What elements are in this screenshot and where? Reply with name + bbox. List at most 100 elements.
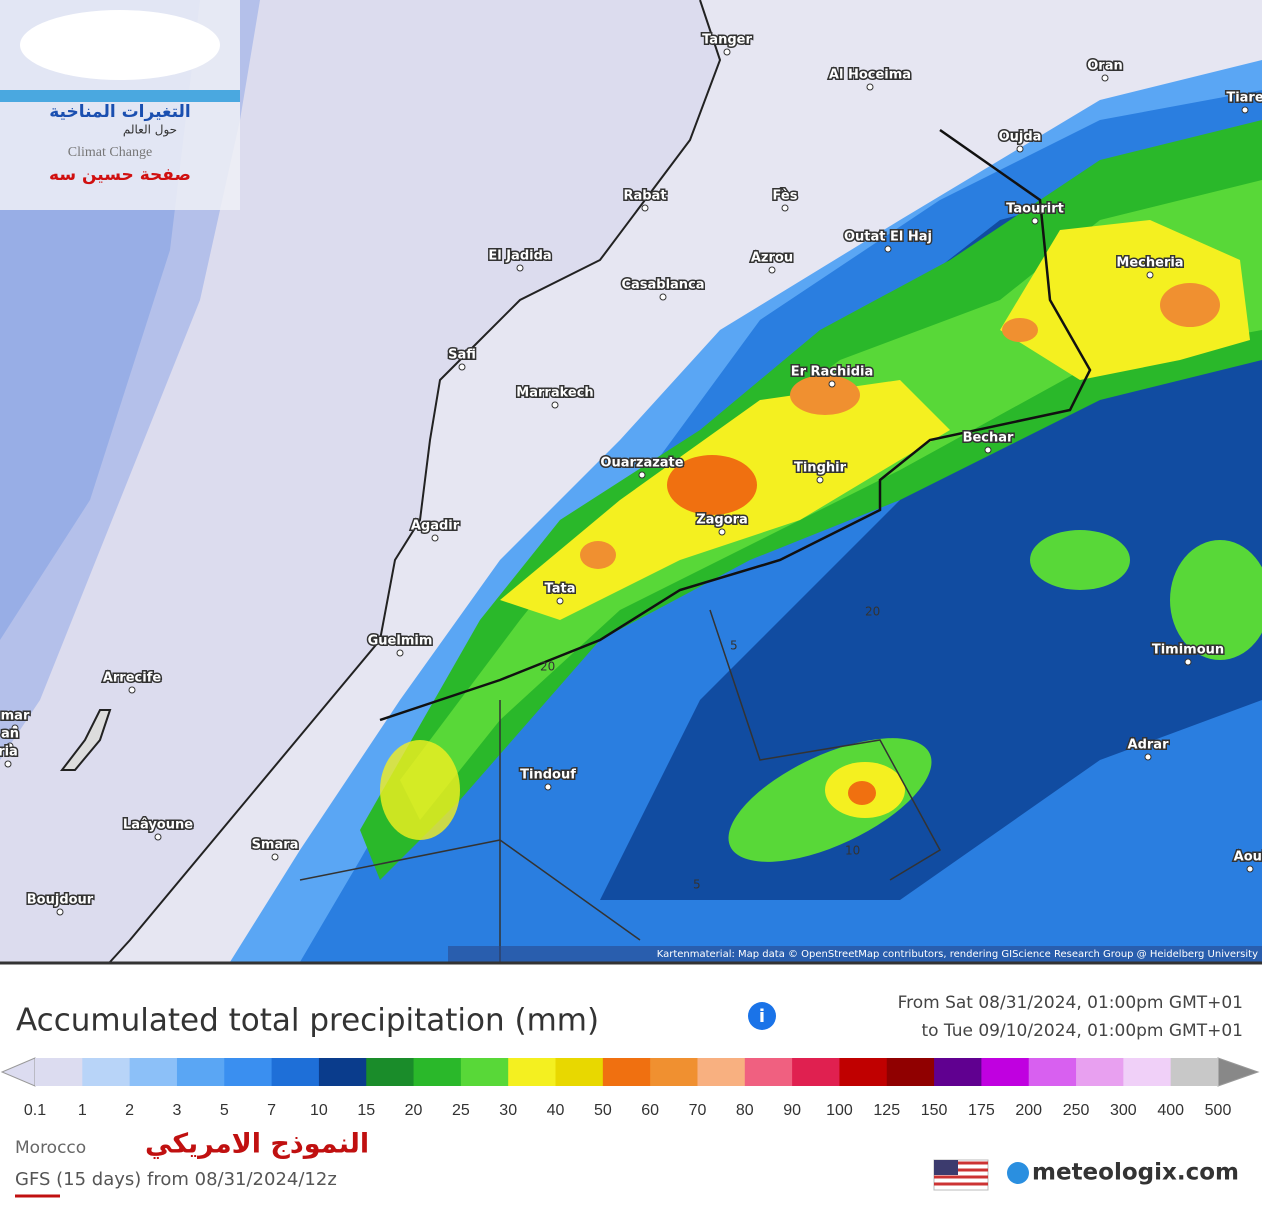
place-label: Tanger — [702, 33, 752, 48]
place-dot — [431, 534, 439, 542]
contour-label: 20 — [540, 660, 555, 674]
scale-label: 300 — [1110, 1102, 1137, 1119]
attribution: Kartenmaterial: Map data © OpenStreetMap… — [657, 949, 1258, 960]
place-label: Safi — [448, 348, 476, 363]
place-label: Boujdour — [27, 893, 94, 908]
scale-label: 500 — [1205, 1102, 1232, 1119]
precip-zone — [580, 541, 616, 569]
scale-label: 2 — [125, 1102, 134, 1119]
scale-swatch — [508, 1058, 557, 1086]
place-label: Bechar — [963, 431, 1014, 446]
scale-label: 3 — [173, 1102, 182, 1119]
scale-swatch — [460, 1058, 509, 1086]
scale-swatch — [1170, 1058, 1219, 1086]
scale-swatch — [555, 1058, 604, 1086]
place-dot — [1184, 658, 1192, 666]
place-label: Tata — [545, 582, 576, 597]
scale-label: 80 — [736, 1102, 754, 1119]
scale-label: 175 — [968, 1102, 995, 1119]
watermark-text: التغيرات المناخية — [49, 102, 191, 122]
place-label: Tiare — [1226, 91, 1262, 106]
place-dot — [396, 649, 404, 657]
scale-swatch — [839, 1058, 888, 1086]
scale-label: 40 — [547, 1102, 565, 1119]
place-label: Outat El Haj — [844, 230, 932, 245]
place-dot — [556, 597, 564, 605]
flag-stripes — [934, 1161, 988, 1186]
place-dot — [1246, 865, 1254, 873]
brand[interactable]: meteologix.com — [1032, 1160, 1239, 1186]
scale-label: 20 — [405, 1102, 423, 1119]
place-dot — [544, 783, 552, 791]
place-label: Taourirt — [1006, 202, 1064, 217]
scale-label: 0.1 — [24, 1102, 46, 1119]
place-dot — [1016, 145, 1024, 153]
scale-swatch — [176, 1058, 225, 1086]
scale-label: 5 — [220, 1102, 229, 1119]
scale-label: 10 — [310, 1102, 328, 1119]
info-icon-glyph[interactable]: i — [759, 1006, 765, 1027]
place-dot — [458, 363, 466, 371]
scale-swatch — [413, 1058, 462, 1086]
place-label: ria — [0, 745, 18, 760]
flag-canton — [934, 1160, 958, 1175]
border — [299, 609, 942, 962]
place-label: Timimoun — [1152, 643, 1224, 658]
us-flag — [933, 1159, 989, 1191]
precip-zone — [1170, 540, 1262, 660]
precip-zone — [848, 781, 876, 805]
model: GFS (15 days) from 08/31/2024/12z — [15, 1169, 337, 1190]
place-label: Ouarzazate — [600, 456, 683, 471]
place-dot — [1101, 74, 1109, 82]
place-dot — [828, 380, 836, 388]
place-dot — [641, 204, 649, 212]
place-label: Marrakech — [516, 386, 593, 401]
contour-label: 5 — [693, 878, 701, 892]
color-scale: 0.1 1 2 3 5 7 10 15 20 25 30 40 50 60 70 80 90 100 125 150 1… — [0, 1057, 1260, 1119]
scale-swatch — [792, 1058, 840, 1086]
info-icon[interactable] — [748, 1002, 776, 1030]
precip-zone — [1002, 318, 1038, 342]
scale-swatch — [650, 1058, 698, 1086]
place-label: Zagora — [696, 513, 748, 528]
precip-zone — [790, 375, 860, 415]
place-label: Casablanca — [621, 278, 704, 293]
scale-label: 60 — [641, 1102, 659, 1119]
scale-swatch — [934, 1058, 982, 1086]
cloud-icon — [20, 10, 220, 80]
scale-swatch — [129, 1058, 178, 1086]
place-dot — [1031, 217, 1039, 225]
place-label: Al Hoceima — [829, 68, 911, 83]
place-dot — [781, 204, 789, 212]
place-label: Tindouf — [520, 768, 576, 783]
precip-zone — [1000, 220, 1250, 380]
place-dot — [1241, 106, 1249, 114]
legend-title: Accumulated total precipitation (mm) — [16, 1003, 599, 1039]
scale-label: 150 — [921, 1102, 948, 1119]
place-label: mar — [1, 709, 30, 724]
scale-label: 400 — [1157, 1102, 1184, 1119]
scale-label: 70 — [689, 1102, 707, 1119]
place-labels: Tanger Al Hoceima Oran Tiare Oujda Rabat Fès Ta… — [0, 31, 1262, 916]
scale-swatch — [697, 1058, 746, 1086]
place-dot — [718, 528, 726, 536]
scale-swatch — [1028, 1058, 1077, 1086]
precip-zone — [667, 455, 757, 515]
scale-label: 25 — [452, 1102, 470, 1119]
brand-logo[interactable] — [1007, 1162, 1029, 1184]
scale-swatch — [981, 1058, 1030, 1086]
watermark-text: صفحة حسين سه — [49, 165, 191, 185]
place-dot — [4, 760, 12, 768]
period-from: From Sat 08/31/2024, 01:00pm GMT+01 — [898, 993, 1243, 1013]
contour-label: 10 — [845, 844, 860, 858]
contour-label: 20 — [865, 605, 880, 619]
place-label: Agadir — [411, 519, 460, 534]
place-label: Azrou — [751, 251, 793, 266]
place-dot — [723, 48, 731, 56]
precip-zone — [1160, 283, 1220, 327]
region: Morocco — [15, 1138, 86, 1158]
place-label: Fès — [773, 189, 798, 204]
coastline — [109, 0, 722, 963]
place-label: Tinghir — [794, 461, 847, 476]
